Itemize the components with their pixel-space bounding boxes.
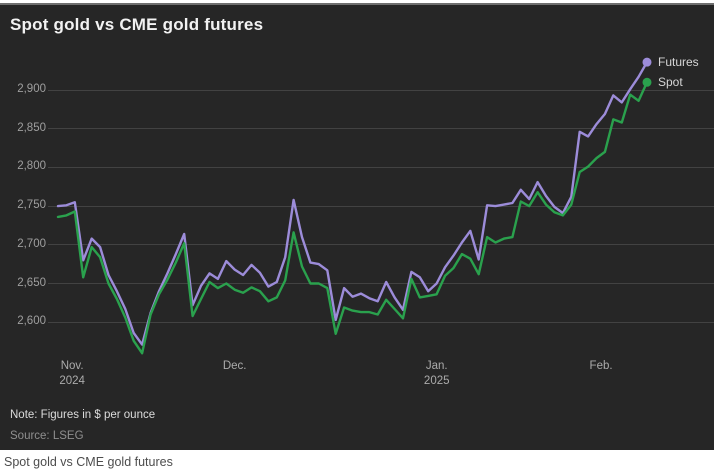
y-axis-label-2900: 2,900 [17, 83, 46, 95]
y-axis-label-2600: 2,600 [17, 315, 46, 328]
y-axis-label-2800: 2,800 [17, 160, 46, 173]
legend-label-futures: Futures [658, 55, 699, 70]
series-end-dot-futures [642, 57, 652, 67]
x-axis-year-label: 2025 [423, 375, 450, 387]
gridline-2900 [48, 89, 714, 91]
gridline-2650 [48, 283, 714, 284]
y-axis-label-2750: 2,750 [17, 199, 46, 212]
x-axis-year-label: 2024 [59, 375, 85, 387]
x-axis-label-jan: Jan. 2025 [423, 360, 450, 387]
page-caption: Spot gold vs CME gold futures [4, 455, 173, 469]
chart-panel: Spot gold vs CME gold futures 2,600 2,650… [0, 3, 714, 450]
chart-title: Spot gold vs CME gold futures [10, 15, 264, 34]
gridline-2850 [48, 128, 714, 130]
legend-label-spot: Spot [658, 75, 683, 90]
line-chart [56, 57, 652, 355]
gridline-2750 [48, 205, 714, 207]
y-axis-label-2850: 2,850 [17, 121, 46, 134]
gridline-2800 [48, 166, 714, 168]
y-axis-label-2650: 2,650 [17, 276, 46, 289]
series-line-spot [56, 81, 649, 355]
x-axis-label-dec: Dec. [222, 360, 247, 372]
source-text: Source: LSEG [10, 430, 84, 442]
gridline-2700 [48, 244, 714, 246]
y-axis-label-2700: 2,700 [17, 237, 46, 250]
x-axis-label-feb: Feb. [589, 360, 613, 372]
note-text: Note: Figures in $ per ounce [10, 409, 156, 421]
series-line-futures [56, 60, 649, 346]
x-axis-label-nov: Nov. 2024 [59, 360, 85, 387]
gridline-2600 [48, 321, 714, 323]
series-end-dot-spot [642, 77, 652, 87]
